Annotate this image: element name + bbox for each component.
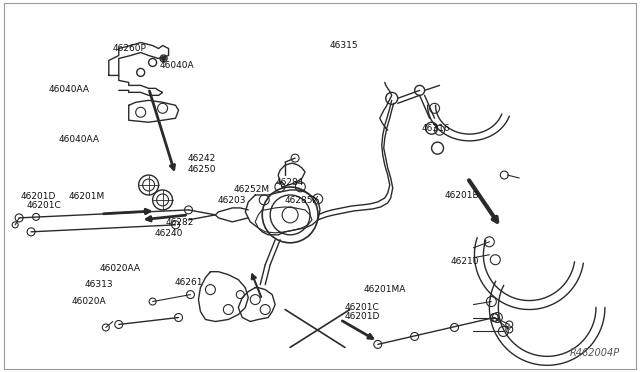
Text: 46316: 46316 xyxy=(422,124,451,133)
Text: 46040A: 46040A xyxy=(159,61,194,70)
Text: 46285X: 46285X xyxy=(285,196,319,205)
Text: 46201C: 46201C xyxy=(344,303,379,312)
Text: 46040AA: 46040AA xyxy=(59,135,100,144)
Text: 46201B: 46201B xyxy=(444,191,479,200)
Text: 46261: 46261 xyxy=(175,278,203,287)
Text: 46260P: 46260P xyxy=(113,44,147,53)
Text: 46284: 46284 xyxy=(275,178,304,187)
Text: 46242: 46242 xyxy=(188,154,216,163)
Text: 46210: 46210 xyxy=(451,257,479,266)
Text: 46201MA: 46201MA xyxy=(364,285,406,294)
Text: 46020AA: 46020AA xyxy=(100,264,141,273)
Text: 46252M: 46252M xyxy=(234,185,270,194)
Text: 46250: 46250 xyxy=(188,165,216,174)
Circle shape xyxy=(161,57,166,61)
Text: 46040AA: 46040AA xyxy=(49,85,90,94)
Text: 46201M: 46201M xyxy=(68,192,104,201)
Text: 46020A: 46020A xyxy=(71,297,106,306)
Text: 46282: 46282 xyxy=(166,218,194,227)
Text: 46201D: 46201D xyxy=(344,312,380,321)
Text: 46240: 46240 xyxy=(154,228,182,238)
Text: 46201D: 46201D xyxy=(20,192,56,201)
Text: 46313: 46313 xyxy=(84,280,113,289)
Text: 46201C: 46201C xyxy=(27,201,61,210)
Text: R462004P: R462004P xyxy=(570,348,620,358)
Text: 46315: 46315 xyxy=(330,41,358,51)
Text: 46203: 46203 xyxy=(218,196,246,205)
